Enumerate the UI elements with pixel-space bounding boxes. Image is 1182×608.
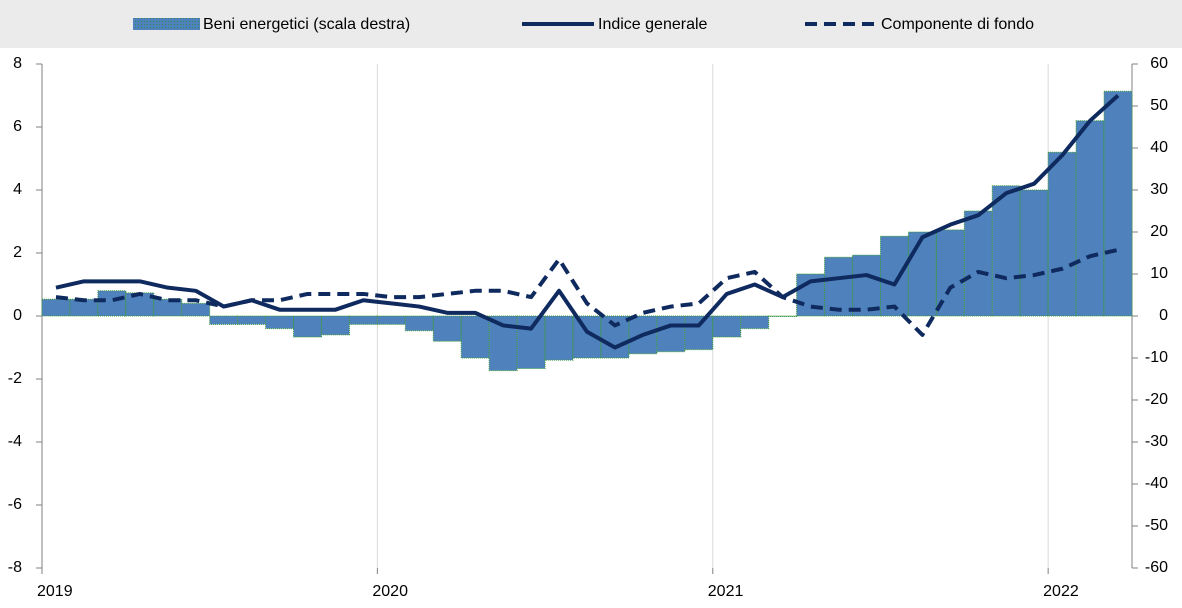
bar (125, 292, 155, 317)
y2-tick-label: 0 (1159, 307, 1168, 324)
bar (348, 315, 378, 325)
y2-tick-label: 40 (1150, 139, 1168, 156)
y2-tick-label: 10 (1150, 265, 1168, 282)
y2-tick-label: 20 (1150, 223, 1168, 240)
y2-tick-label: 60 (1150, 55, 1168, 72)
y2-tick-label: -20 (1145, 391, 1168, 408)
legend-label: Indice generale (598, 16, 708, 33)
bar (41, 298, 71, 317)
x-tick-label: 2020 (372, 583, 408, 600)
y2-tick-label: 30 (1150, 181, 1168, 198)
x-tick-label: 2019 (37, 583, 73, 600)
bar (376, 315, 406, 325)
bar (1047, 151, 1077, 317)
y-tick-label: 2 (13, 244, 22, 261)
bar (97, 290, 127, 317)
bar (656, 315, 686, 353)
bar (404, 315, 434, 332)
legend-label: Beni energetici (scala destra) (203, 16, 410, 33)
bar (516, 315, 546, 369)
bar (265, 315, 295, 330)
y-tick-label: 6 (13, 118, 22, 135)
y2-tick-label: -50 (1145, 517, 1168, 534)
bar (991, 185, 1021, 317)
bar (320, 315, 350, 336)
bar (824, 256, 854, 317)
y2-tick-label: -60 (1145, 559, 1168, 576)
bar (1103, 90, 1133, 317)
bar (544, 315, 574, 361)
y-tick-label: 8 (13, 55, 22, 72)
bar (237, 315, 267, 325)
bar (432, 315, 462, 342)
y2-tick-label: -40 (1145, 475, 1168, 492)
y2-tick-label: -10 (1145, 349, 1168, 366)
bar (209, 315, 239, 325)
y-tick-label: -6 (8, 496, 22, 513)
bar (460, 315, 490, 359)
y2-tick-label: 50 (1150, 97, 1168, 114)
bar (963, 210, 993, 317)
bar (740, 315, 770, 330)
bar (69, 298, 99, 317)
legend-swatch (133, 18, 200, 30)
bar (600, 315, 630, 359)
line (55, 247, 1119, 337)
bar (293, 315, 322, 338)
bar (684, 315, 714, 351)
x-tick-label: 2021 (708, 583, 744, 600)
y-tick-label: -4 (8, 433, 22, 450)
bar (879, 235, 909, 317)
legend-label: Componente di fondo (881, 16, 1034, 33)
y-tick-label: 4 (13, 181, 22, 198)
bar (1075, 120, 1105, 317)
y-tick-label: -2 (8, 370, 22, 387)
bar (181, 302, 211, 317)
bar (907, 231, 937, 317)
x-tick-label: 2022 (1043, 583, 1079, 600)
bar (768, 315, 798, 317)
y-tick-label: 0 (13, 307, 22, 324)
y2-tick-label: -30 (1145, 433, 1168, 450)
bar (1019, 189, 1049, 317)
y-tick-label: -8 (8, 559, 22, 576)
bar (712, 315, 742, 338)
